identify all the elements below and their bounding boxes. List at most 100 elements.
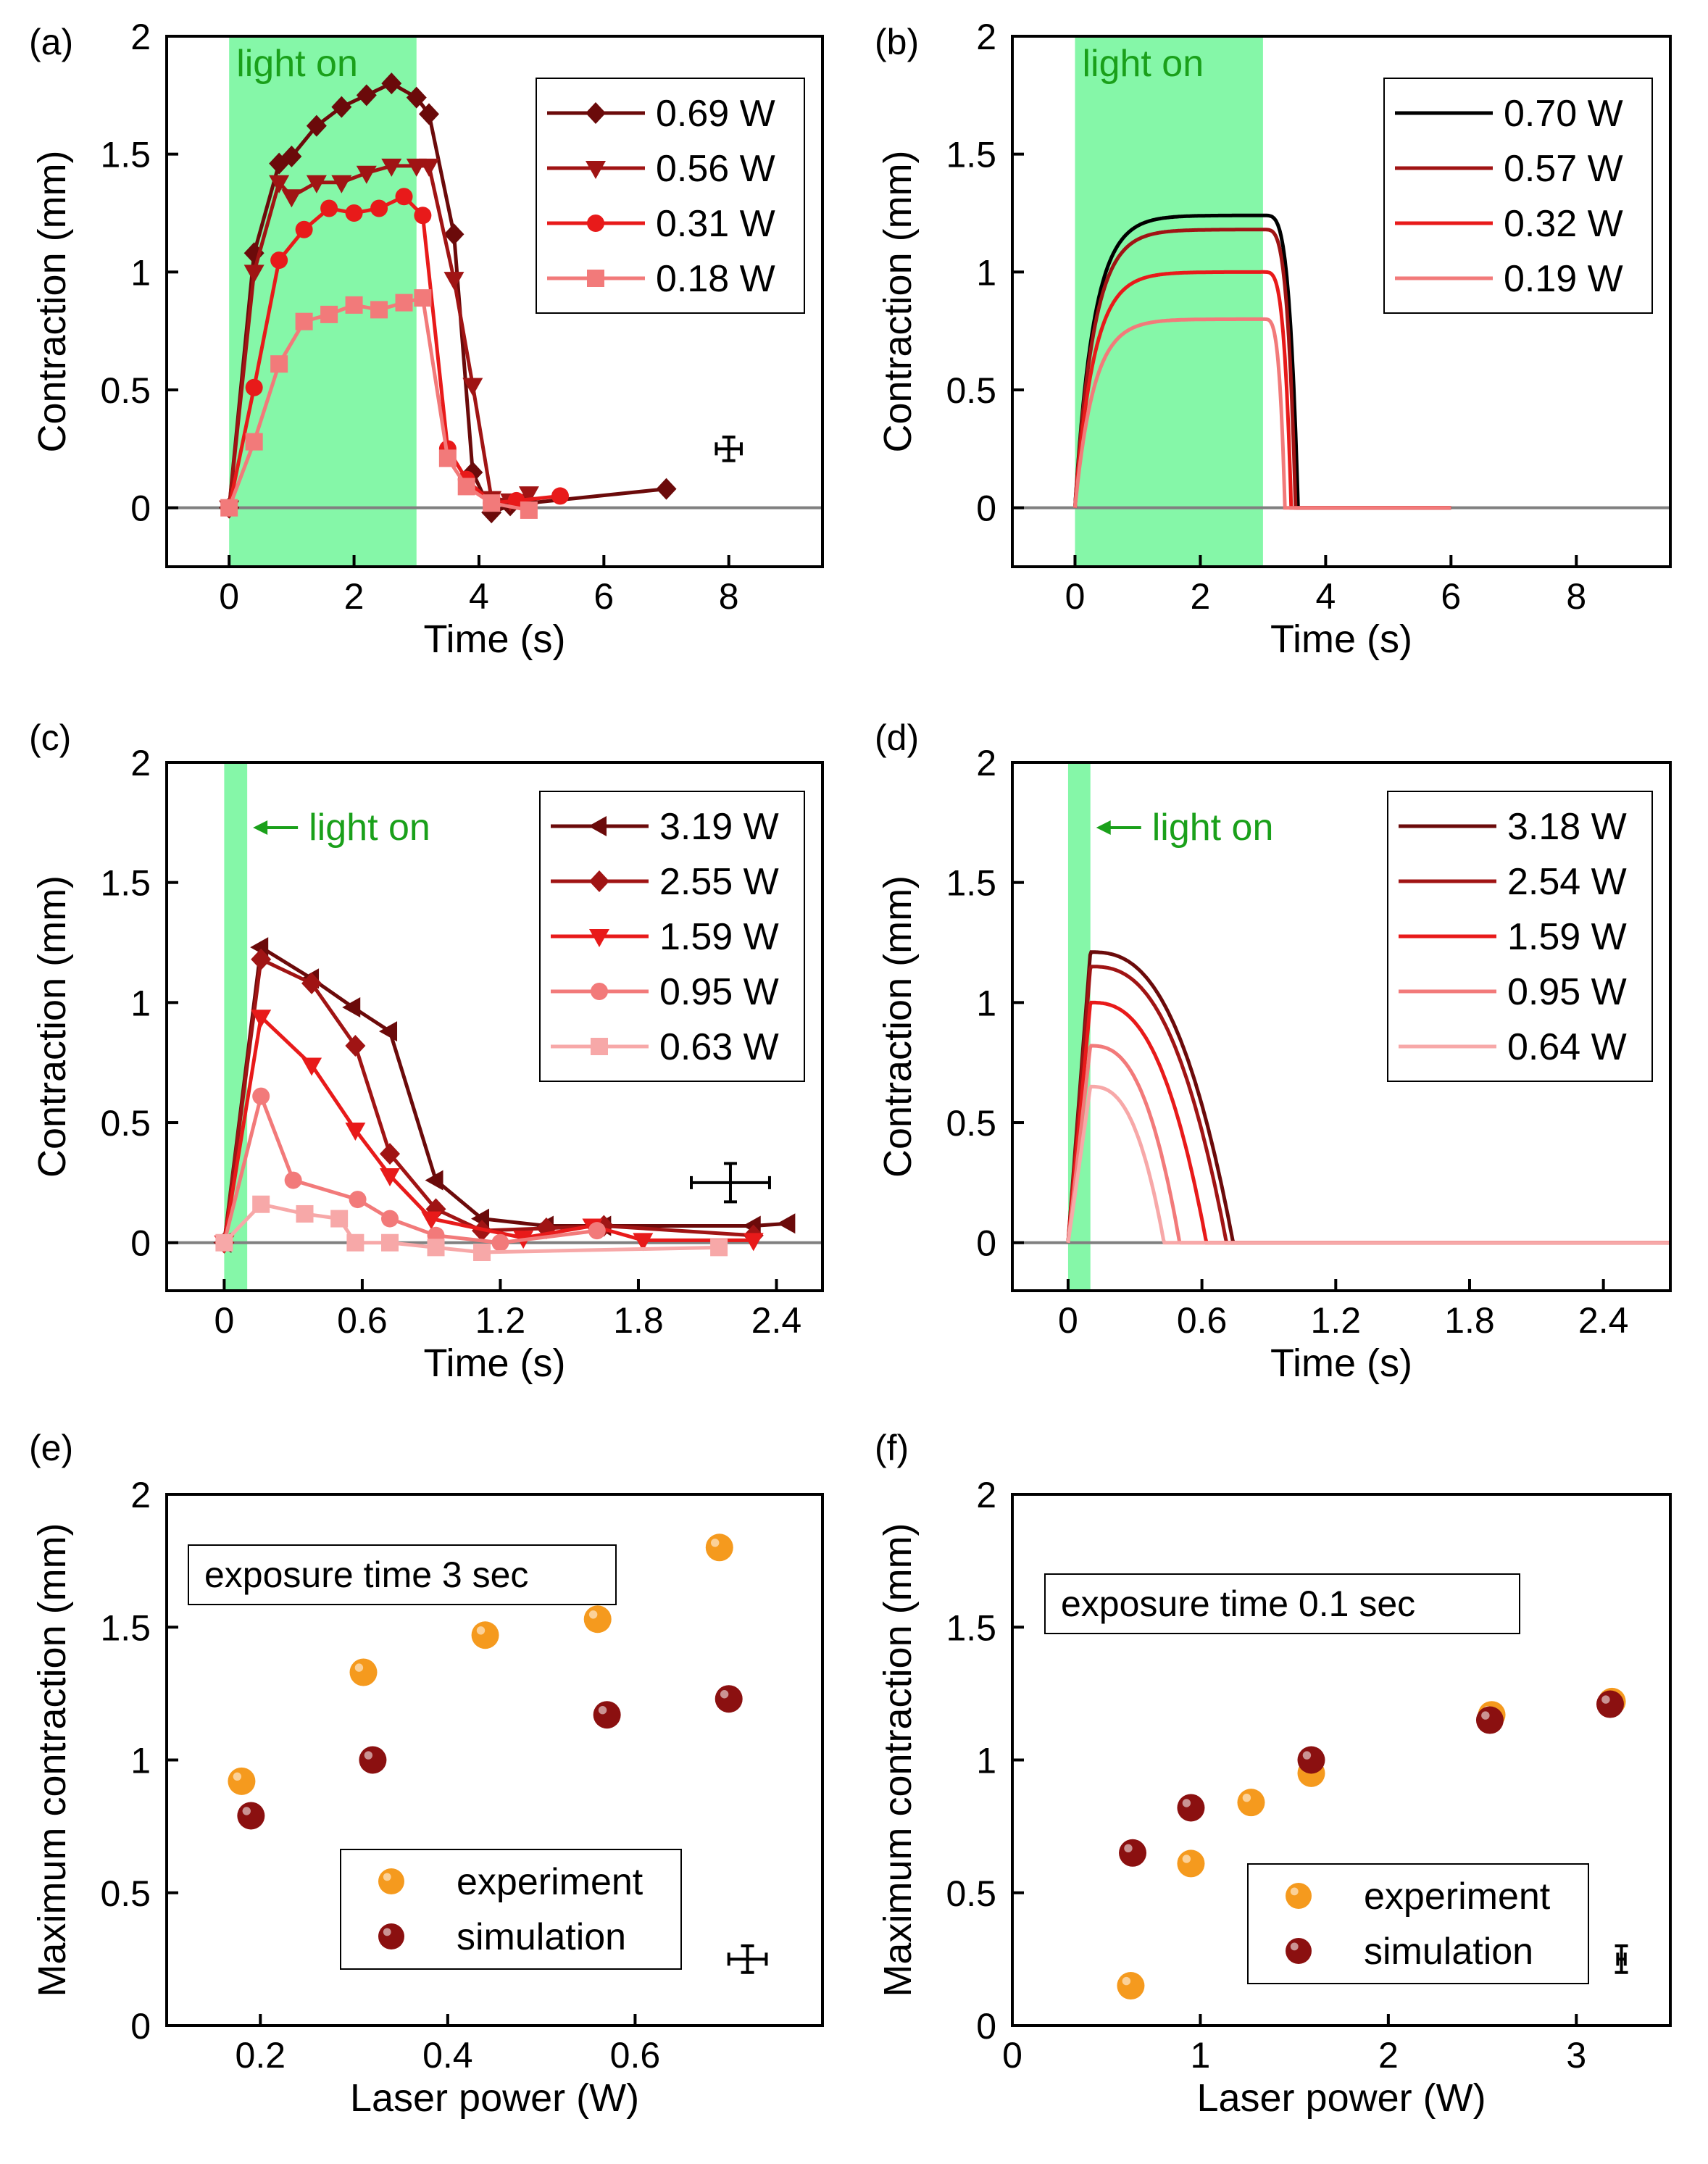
data-point [356, 165, 377, 184]
x-tick-label: 0.6 [337, 1300, 388, 1341]
x-tick-label: 8 [719, 576, 739, 617]
data-point [419, 158, 439, 177]
data-point [395, 294, 413, 312]
panel-label: (c) [29, 717, 71, 758]
data-point [421, 1211, 442, 1230]
legend: 3.19 W 2.55 W 1.59 W 0.95 W 0.63 W [539, 791, 805, 1082]
panel-a: (a) 0 2 4 6 8 0 0.5 1 1.5 2 Time (s) Contraction (mm… [29, 17, 824, 661]
data-point [320, 199, 338, 217]
data-point-experiment [583, 1605, 612, 1634]
data-point-experiment-highlight [711, 1539, 720, 1547]
data-point [284, 1171, 302, 1189]
series-line-2 [222, 1013, 754, 1244]
data-point [443, 272, 465, 291]
y-tick-label: 0 [130, 2006, 151, 2047]
data-point [395, 188, 413, 206]
data-point-experiment [349, 1658, 378, 1686]
y-axis-label: Maximum contraction (mm) [876, 1523, 920, 1997]
data-point-experiment-highlight [233, 1772, 242, 1781]
data-point-experiment [1117, 1972, 1145, 2000]
y-tick-label: 2 [130, 1475, 151, 1515]
data-point [251, 948, 272, 970]
data-point [551, 487, 569, 505]
data-point [281, 189, 302, 208]
data-point [345, 296, 363, 314]
data-point-simulation-highlight [1601, 1695, 1610, 1704]
x-tick-label: 0 [1058, 1300, 1078, 1341]
light-on-label: light on [1082, 43, 1204, 85]
legend-swatch-simulation [1286, 1938, 1312, 1964]
plot-frame [165, 1493, 824, 2027]
data-point [306, 175, 327, 193]
data-point [491, 1233, 509, 1252]
error-bar [727, 1944, 768, 1974]
data-point [346, 1233, 364, 1252]
data-point [483, 494, 501, 512]
data-point [438, 449, 457, 467]
data-point [457, 478, 475, 496]
data-point [381, 158, 402, 177]
data-point [633, 1233, 654, 1252]
x-tick-label: 1 [1191, 2035, 1211, 2076]
data-point [427, 1239, 445, 1257]
legend-swatch-marker [586, 102, 606, 124]
data-point-experiment [471, 1621, 499, 1649]
data-point [743, 1233, 764, 1252]
data-point-simulation [1475, 1706, 1504, 1734]
data-point [349, 1191, 367, 1209]
x-tick-label: 0 [1002, 2035, 1022, 2076]
data-point [414, 289, 432, 307]
legend-entry: 1.59 W [1507, 916, 1627, 958]
data-point-experiment-highlight [588, 1610, 598, 1619]
data-point [414, 207, 432, 225]
error-bar [715, 436, 743, 462]
data-point-experiment-highlight [1242, 1793, 1251, 1802]
y-axis-label: Contraction (mm) [30, 875, 74, 1178]
plot-frame [1011, 1493, 1672, 2027]
panel-label: (b) [875, 22, 919, 62]
legend-swatch-marker [591, 983, 608, 1000]
x-tick-label: 0.4 [422, 2035, 473, 2076]
x-tick-label: 2 [1191, 576, 1211, 617]
y-tick-label: 0.5 [100, 370, 151, 411]
y-tick-label: 0.5 [946, 1873, 996, 1914]
data-point-experiment-highlight [1182, 1855, 1191, 1863]
data-point-simulation-highlight [720, 1690, 729, 1699]
y-tick-label: 0 [130, 1223, 151, 1264]
x-tick-label: 2 [344, 576, 364, 617]
legend-entry: 0.63 W [659, 1026, 779, 1068]
legend-entry: 0.57 W [1504, 148, 1623, 190]
data-point [473, 1243, 491, 1261]
data-point [251, 1010, 272, 1028]
data-point-simulation-highlight [1124, 1844, 1133, 1853]
y-axis-label: Contraction (mm) [876, 875, 920, 1178]
x-tick-label: 1.2 [475, 1300, 526, 1341]
data-point-simulation-body [1297, 1746, 1325, 1774]
light-on-label: light on [236, 43, 358, 85]
x-tick-label: 1.8 [613, 1300, 664, 1341]
x-tick-label: 4 [469, 576, 489, 617]
y-tick-label: 1 [976, 252, 996, 293]
legend-swatch-simulation-body [378, 1923, 404, 1949]
panel-label: (e) [29, 1428, 73, 1468]
legend: 0.69 W 0.56 W 0.31 W 0.18 W [536, 78, 805, 314]
data-point-experiment-highlight [354, 1663, 364, 1672]
x-axis-label: Laser power (W) [1196, 2076, 1486, 2120]
legend-box [340, 1849, 682, 1970]
data-point [331, 175, 352, 193]
light-on-arrowhead [253, 820, 268, 835]
legend-swatch-simulation-body [1286, 1938, 1312, 1964]
y-axis-label: Contraction (mm) [876, 150, 920, 452]
x-axis-label: Time (s) [1270, 617, 1412, 661]
y-tick-label: 1.5 [100, 135, 151, 175]
data-point-experiment [1237, 1789, 1265, 1817]
data-point [520, 501, 538, 519]
data-point-simulation [1596, 1690, 1624, 1718]
y-tick-label: 1.5 [946, 863, 996, 904]
x-tick-label: 0.6 [1177, 1300, 1228, 1341]
data-point-simulation [237, 1802, 265, 1830]
y-tick-label: 1.5 [946, 1607, 996, 1648]
data-point-experiment-body [583, 1605, 612, 1634]
